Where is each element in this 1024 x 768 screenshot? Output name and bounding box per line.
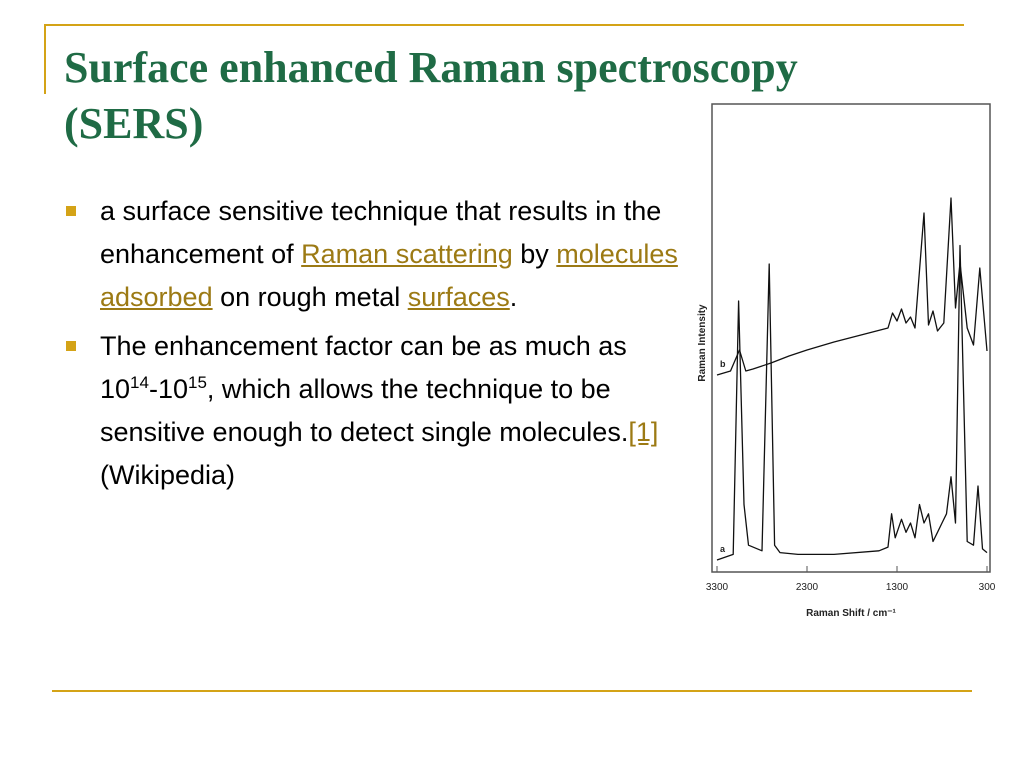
bullet-2-text-b: -10 xyxy=(148,374,188,404)
title-line-1: Surface enhanced Raman spectroscopy xyxy=(64,43,798,92)
y-axis-label: Raman Intensity xyxy=(697,304,708,382)
series-labels: ba xyxy=(720,359,726,554)
x-tick-label: 2300 xyxy=(796,582,819,593)
series-label-b: b xyxy=(720,359,726,369)
bullet-1-text-b: by xyxy=(512,239,557,269)
raman-scattering-link[interactable]: Raman scattering xyxy=(301,239,513,269)
frame-left-rule xyxy=(44,24,46,94)
exponent-14: 14 xyxy=(130,373,149,392)
bullet-2-text-d: (Wikipedia) xyxy=(100,460,236,490)
series-layer xyxy=(716,197,988,561)
x-tick-label: 1300 xyxy=(886,582,909,593)
slide-title: Surface enhanced Raman spectroscopy (SER… xyxy=(64,40,964,152)
bullet-list: a surface sensitive technique that resul… xyxy=(62,190,682,503)
bullet-1-text-a: a surface sensitive technique that resul… xyxy=(100,196,662,269)
bullet-2-text-a: The enhancement factor can be as much as… xyxy=(100,331,627,404)
series-line-a xyxy=(716,244,988,561)
bullet-item-2: The enhancement factor can be as much as… xyxy=(62,325,682,497)
series-label-a: a xyxy=(720,544,726,554)
footer-rule xyxy=(52,690,972,692)
molecules-adsorbed-link[interactable]: molecules adsorbed xyxy=(100,239,678,312)
x-axis-ticks: 3300 2300 1300 300 xyxy=(706,566,996,593)
exponent-15: 15 xyxy=(188,373,207,392)
series-line-b xyxy=(716,197,988,376)
surfaces-link[interactable]: surfaces xyxy=(407,282,510,312)
raman-spectrum-chart: ba 3300 2300 1300 300 Raman Shift / cm⁻¹ Ra… xyxy=(697,103,996,619)
bullet-item-1: a surface sensitive technique that resul… xyxy=(62,190,682,319)
plot-frame xyxy=(711,103,991,573)
x-axis-label: Raman Shift / cm⁻¹ xyxy=(806,608,896,619)
square-bullet-icon xyxy=(66,341,76,351)
x-tick-label: 3300 xyxy=(706,582,729,593)
bullet-2-text-c: , which allows the technique to be sensi… xyxy=(100,374,629,447)
frame-top-rule xyxy=(44,24,964,26)
x-tick-label: 300 xyxy=(979,582,996,593)
bullet-1-text-c: on rough metal xyxy=(212,282,408,312)
bullet-1-text-d: . xyxy=(509,282,518,312)
reference-1-link[interactable]: [1] xyxy=(628,417,659,447)
title-line-2: (SERS) xyxy=(64,99,204,148)
square-bullet-icon xyxy=(66,206,76,216)
